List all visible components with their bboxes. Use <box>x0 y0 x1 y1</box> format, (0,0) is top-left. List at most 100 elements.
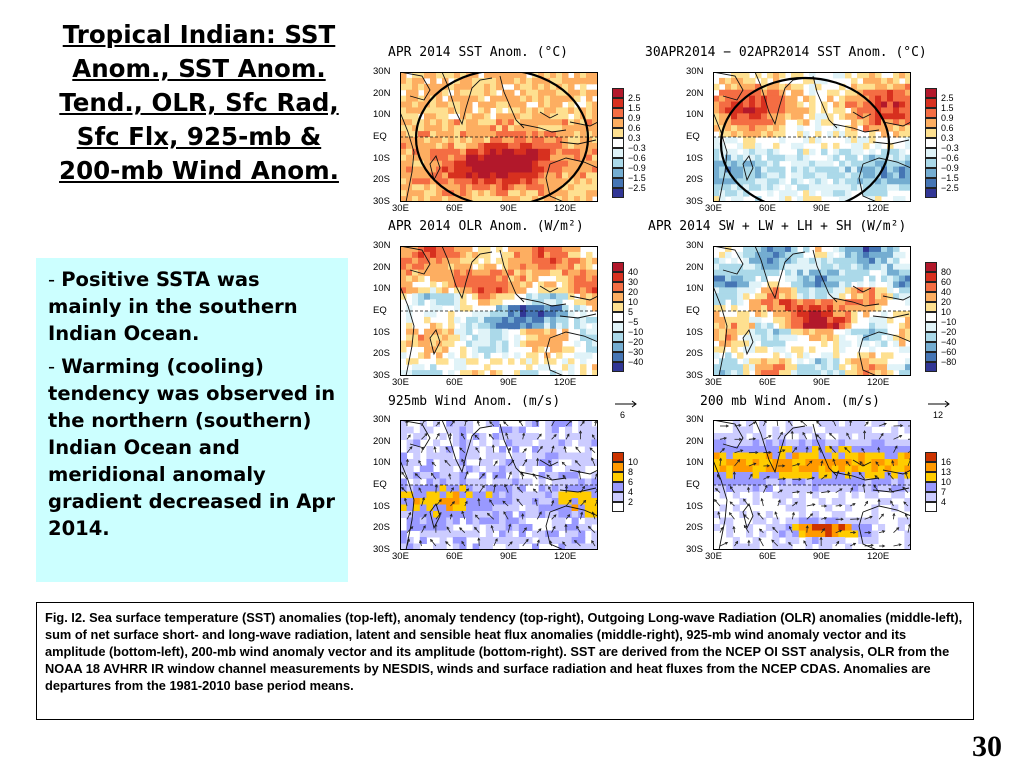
colorbar-label: −40 <box>941 337 957 347</box>
colorbar-label: 6 <box>628 477 634 487</box>
lat-tick-label: 30S <box>686 196 703 207</box>
title-line: Anom., SST Anom. <box>72 54 326 83</box>
lon-tick-label: 60E <box>759 551 776 562</box>
lon-tick-label: 120E <box>867 203 890 214</box>
colorbar-label: −2.5 <box>941 183 959 193</box>
colorbar-swatch <box>612 462 624 472</box>
lat-tick-label: 10S <box>686 152 703 164</box>
reference-vector: 6 <box>614 400 638 420</box>
colorbar-swatch <box>925 262 937 272</box>
colorbar-label: 10 <box>941 307 952 317</box>
lat-tick-label: 10N <box>686 109 704 121</box>
lat-tick-label: 30N <box>373 414 391 425</box>
lat-tick-label: 10S <box>373 500 390 512</box>
lat-tick-label: EQ <box>686 305 700 316</box>
lon-tick-label: 30E <box>392 203 409 214</box>
colorbar-swatch <box>612 262 624 272</box>
lat-tick-label: 10N <box>686 283 704 295</box>
colorbar-label: −60 <box>941 347 957 357</box>
panel-title: 925mb Wind Anom. (m/s) <box>388 394 561 409</box>
lat-tick-label: EQ <box>686 131 700 142</box>
colorbar-swatch <box>612 492 624 502</box>
colorbar-swatch <box>925 362 937 372</box>
colorbar-label: −0.9 <box>941 163 959 173</box>
lat-tick-label: 30N <box>686 414 704 425</box>
lat-tick-label: 20S <box>686 522 703 534</box>
highlight-ellipse <box>414 72 590 202</box>
colorbar-swatch <box>612 322 624 332</box>
colorbar-swatch <box>612 342 624 352</box>
colorbar-swatch <box>925 482 937 492</box>
colorbar <box>612 262 624 372</box>
lon-tick-label: 90E <box>813 203 830 214</box>
lat-tick-label: 30S <box>373 196 390 207</box>
lon-tick-label: 120E <box>554 203 577 214</box>
colorbar-label: −0.6 <box>941 153 959 163</box>
lat-tick-label: 20N <box>373 87 391 99</box>
colorbar-label: −0.3 <box>628 143 646 153</box>
lon-tick-label: 60E <box>446 551 463 562</box>
bullet-item: - Positive SSTA was mainly in the southe… <box>48 266 338 347</box>
colorbar-label: 4 <box>941 497 947 507</box>
colorbar-swatch <box>925 302 937 312</box>
lon-tick-label: 60E <box>446 203 463 214</box>
lat-tick-label: 20S <box>373 522 390 534</box>
lon-tick-label: 120E <box>554 377 577 388</box>
lat-tick-label: 30N <box>373 240 391 251</box>
lon-tick-label: 90E <box>500 203 517 214</box>
bullet-dash: - <box>48 355 62 378</box>
panel-title: 30APR2014 − 02APR2014 SST Anom. (°C) <box>645 45 927 60</box>
colorbar-label: −0.9 <box>628 163 646 173</box>
lat-tick-label: 30S <box>373 370 390 381</box>
title-line: Sfc Flx, 925-mb & <box>76 122 322 151</box>
wind-vectors <box>713 420 911 548</box>
bullet-text: Positive SSTA was mainly in the southern… <box>48 268 298 345</box>
figure-caption: Fig. I2. Sea surface temperature (SST) a… <box>36 602 974 720</box>
colorbar-swatch <box>925 292 937 302</box>
page-number: 30 <box>972 730 1002 763</box>
colorbar-swatch <box>925 342 937 352</box>
colorbar-swatch <box>925 322 937 332</box>
colorbar-label: 0.3 <box>941 133 954 143</box>
colorbar <box>925 452 937 512</box>
colorbar-swatch <box>612 312 624 322</box>
lon-tick-label: 30E <box>705 203 722 214</box>
reference-vector-label: 6 <box>620 410 626 420</box>
reference-vector: 12 <box>927 400 951 420</box>
colorbar-label: 0.3 <box>628 133 641 143</box>
colorbar-swatch <box>925 148 937 158</box>
colorbar-swatch <box>925 118 937 128</box>
map-frame <box>400 246 598 376</box>
lat-tick-label: 10S <box>686 500 703 512</box>
lon-tick-label: 60E <box>759 377 776 388</box>
colorbar-label: 40 <box>941 287 952 297</box>
lat-tick-label: 30S <box>373 544 390 555</box>
colorbar-swatch <box>612 502 624 512</box>
lat-tick-label: 10N <box>686 457 704 469</box>
colorbar-swatch <box>925 88 937 98</box>
colorbar-label: 40 <box>628 267 639 277</box>
title-line: Tend., OLR, Sfc Rad, <box>59 88 339 117</box>
colorbar-swatch <box>612 148 624 158</box>
colorbar-swatch <box>925 158 937 168</box>
map-frame <box>713 246 911 376</box>
colorbar-label: 10 <box>628 297 639 307</box>
map-plot <box>400 420 598 550</box>
colorbar-swatch <box>612 452 624 462</box>
lat-tick-label: 20S <box>373 348 390 360</box>
colorbar-swatch <box>612 118 624 128</box>
lon-tick-label: 90E <box>813 377 830 388</box>
colorbar-swatch <box>925 168 937 178</box>
colorbar-label: −0.6 <box>628 153 646 163</box>
colorbar-swatch <box>612 108 624 118</box>
colorbar-swatch <box>612 302 624 312</box>
colorbar-label: 0.9 <box>628 113 641 123</box>
reference-vector-label: 12 <box>933 410 944 420</box>
lat-tick-label: EQ <box>373 479 387 490</box>
colorbar-swatch <box>925 492 937 502</box>
lon-tick-label: 120E <box>867 377 890 388</box>
colorbar-label: 80 <box>941 267 952 277</box>
colorbar-swatch <box>612 168 624 178</box>
colorbar-swatch <box>925 98 937 108</box>
colorbar-swatch <box>612 282 624 292</box>
